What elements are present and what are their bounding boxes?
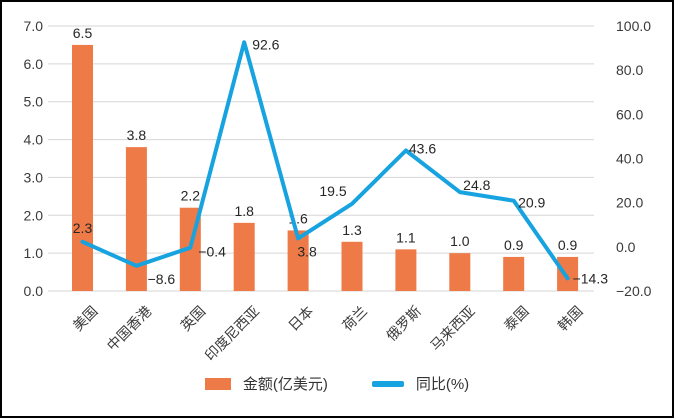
right-axis-tick-label: 40.0 bbox=[616, 151, 643, 167]
right-axis-tick-label: −20.0 bbox=[616, 283, 652, 299]
bar bbox=[234, 223, 255, 291]
bar-value-label: 6.5 bbox=[73, 25, 93, 41]
x-axis-category-label: 美国 bbox=[70, 303, 101, 334]
right-axis-tick-label: 100.0 bbox=[616, 18, 651, 34]
line-value-label: −8.6 bbox=[148, 271, 176, 287]
bar-value-label: 0.9 bbox=[558, 237, 578, 253]
left-axis-tick-label: 4.0 bbox=[24, 132, 44, 148]
bar bbox=[449, 253, 470, 291]
combo-bar-line-chart: 7.0 6.0 5.0 4.0 3.0 2.0 1.0 0.0 100.0 80.0 60.0 40.… bbox=[2, 2, 672, 416]
chart-legend: 金额(亿美元) 同比(%) bbox=[2, 373, 672, 394]
trend-line bbox=[83, 42, 568, 278]
bar bbox=[395, 249, 416, 291]
bar-value-label: 1.8 bbox=[234, 203, 254, 219]
bar-series-swatch bbox=[205, 378, 231, 390]
x-axis-category-label: 日本 bbox=[285, 303, 316, 334]
right-axis-tick-label: 20.0 bbox=[616, 195, 643, 211]
bar-value-label: 1.0 bbox=[450, 233, 470, 249]
bar bbox=[342, 242, 363, 291]
legend-item-amount: 金额(亿美元) bbox=[205, 373, 328, 394]
line-series-swatch bbox=[372, 381, 404, 387]
right-axis-tick-label: 0.0 bbox=[616, 239, 636, 255]
line-value-label: 2.3 bbox=[73, 220, 93, 236]
left-axis-tick-label: 3.0 bbox=[24, 169, 44, 185]
legend-label-yoy: 同比(%) bbox=[416, 373, 469, 394]
line-value-label: 19.5 bbox=[319, 183, 346, 199]
bar bbox=[503, 257, 524, 291]
x-axis-category-label: 泰国 bbox=[501, 303, 532, 334]
line-value-label: −0.4 bbox=[198, 244, 226, 260]
bar bbox=[72, 45, 93, 291]
x-axis-category-label: 俄罗斯 bbox=[383, 303, 424, 344]
legend-item-yoy: 同比(%) bbox=[372, 373, 469, 394]
left-axis-tick-label: 5.0 bbox=[24, 94, 44, 110]
bar bbox=[126, 147, 147, 291]
bar-value-label: 1.3 bbox=[342, 222, 362, 238]
line-value-label: 43.6 bbox=[409, 141, 436, 157]
left-axis-tick-label: 2.0 bbox=[24, 207, 44, 223]
left-axis-tick-label: 6.0 bbox=[24, 56, 44, 72]
left-axis-tick-label: 1.0 bbox=[24, 245, 44, 261]
x-axis-category-label: 英国 bbox=[177, 303, 208, 334]
left-axis-tick-label: 7.0 bbox=[24, 18, 44, 34]
x-axis-category-label: 马来西亚 bbox=[427, 303, 478, 354]
bar-value-label: 0.9 bbox=[504, 237, 524, 253]
x-axis-category-label: 荷兰 bbox=[339, 303, 370, 334]
line-value-label: 24.8 bbox=[463, 177, 490, 193]
line-value-label: 3.8 bbox=[297, 243, 317, 259]
right-axis-tick-label: 60.0 bbox=[616, 106, 643, 122]
line-value-label: −14.3 bbox=[573, 270, 609, 286]
chart-frame: 7.0 6.0 5.0 4.0 3.0 2.0 1.0 0.0 100.0 80.0 60.0 40.… bbox=[0, 0, 674, 418]
x-axis-category-label: 印度尼西亚 bbox=[202, 303, 263, 364]
line-value-label: 92.6 bbox=[252, 36, 279, 52]
bar-value-label: 2.2 bbox=[181, 188, 201, 204]
legend-label-amount: 金额(亿美元) bbox=[243, 373, 328, 394]
bar-value-label: 1.1 bbox=[396, 229, 416, 245]
line-value-label: 20.9 bbox=[518, 195, 545, 211]
right-axis-tick-label: 80.0 bbox=[616, 62, 643, 78]
bar-value-label: 3.8 bbox=[127, 127, 147, 143]
x-axis-category-label: 韩国 bbox=[555, 303, 586, 334]
x-axis-category-label: 中国香港 bbox=[104, 303, 155, 354]
left-axis-tick-label: 0.0 bbox=[24, 283, 44, 299]
